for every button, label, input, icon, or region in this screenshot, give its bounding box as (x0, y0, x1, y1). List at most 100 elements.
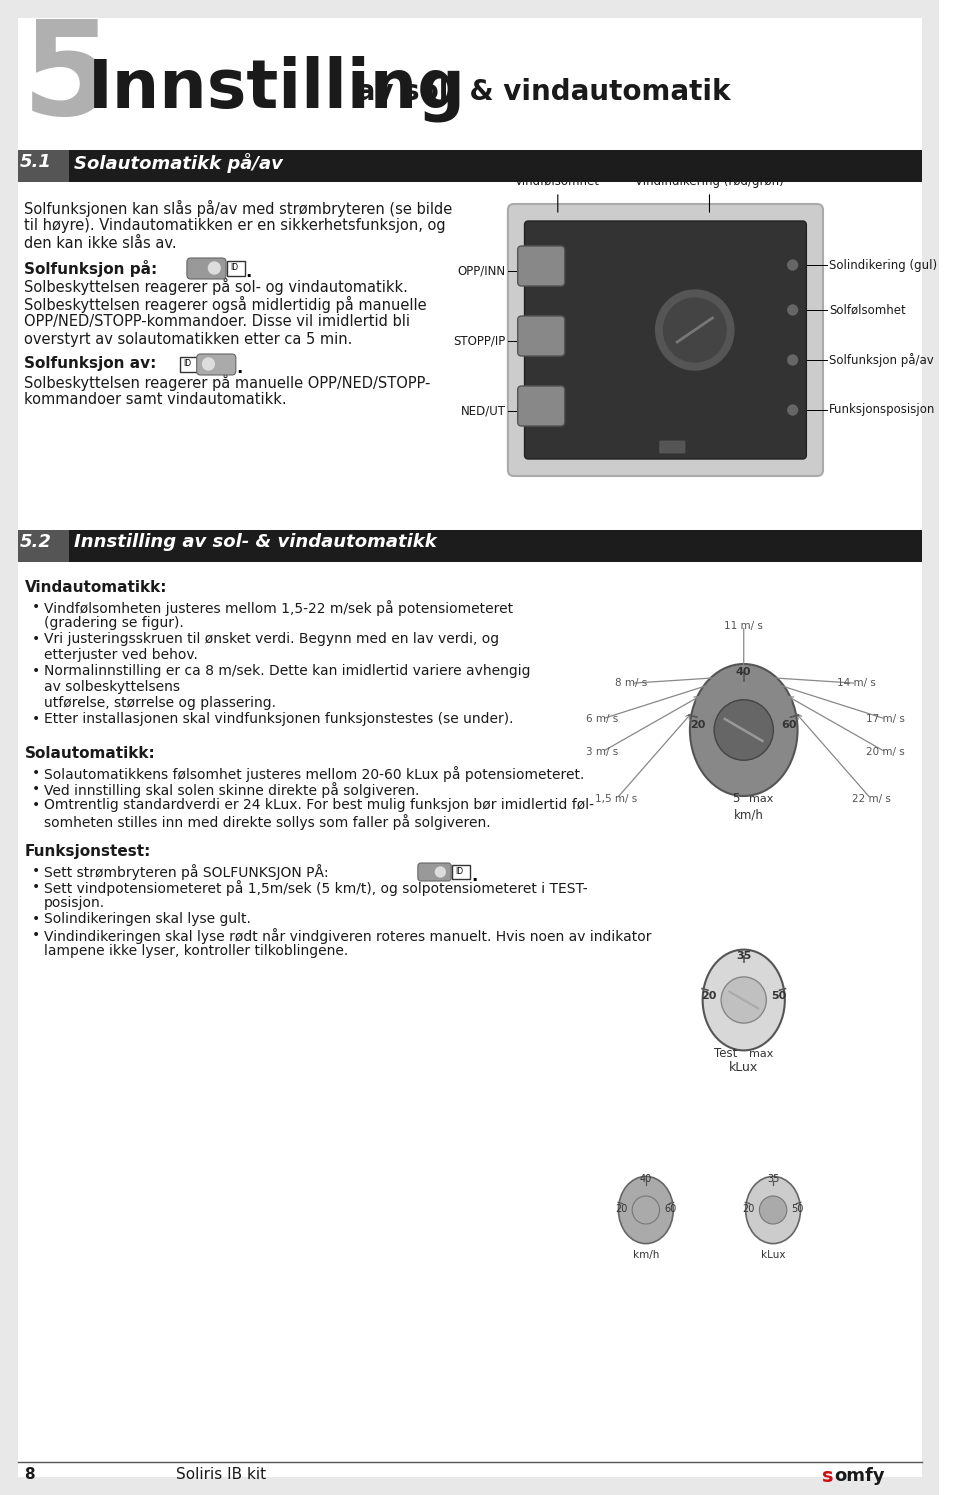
Circle shape (759, 1196, 787, 1224)
FancyBboxPatch shape (517, 386, 564, 426)
Text: 20: 20 (615, 1203, 628, 1214)
Circle shape (714, 700, 774, 761)
Text: Solautomatikk på/av: Solautomatikk på/av (74, 152, 283, 173)
Text: 5.2: 5.2 (19, 534, 52, 552)
FancyBboxPatch shape (17, 150, 68, 182)
Text: 20: 20 (690, 719, 706, 730)
FancyBboxPatch shape (17, 531, 68, 562)
Ellipse shape (703, 949, 785, 1051)
Text: .: . (236, 359, 242, 377)
Text: Innstilling: Innstilling (88, 55, 466, 121)
Text: NED/UT: NED/UT (461, 405, 506, 417)
Text: 22 m/ s: 22 m/ s (852, 794, 890, 804)
Text: Vindfølsomhet: Vindfølsomhet (516, 175, 600, 188)
Text: utførelse, størrelse og plassering.: utførelse, størrelse og plassering. (44, 697, 276, 710)
Text: 35: 35 (736, 951, 752, 961)
FancyBboxPatch shape (227, 262, 245, 277)
Text: til høyre). Vindautomatikken er en sikkerhetsfunksjon, og: til høyre). Vindautomatikken er en sikke… (24, 218, 446, 233)
FancyBboxPatch shape (517, 247, 564, 286)
Text: etterjuster ved behov.: etterjuster ved behov. (44, 647, 198, 662)
Ellipse shape (618, 1177, 673, 1244)
Polygon shape (17, 18, 922, 1461)
Text: 50: 50 (792, 1203, 804, 1214)
Text: av solbeskyttelsens: av solbeskyttelsens (44, 680, 180, 694)
FancyBboxPatch shape (197, 354, 236, 375)
FancyBboxPatch shape (17, 150, 922, 182)
Ellipse shape (746, 1177, 801, 1244)
Text: (gradering se figur).: (gradering se figur). (44, 616, 183, 629)
Circle shape (633, 1196, 660, 1224)
Text: Innstilling av sol- & vindautomatikk: Innstilling av sol- & vindautomatikk (74, 534, 437, 552)
Text: ID: ID (230, 263, 238, 272)
Text: Soliris IB kit: Soliris IB kit (176, 1467, 266, 1482)
Text: 60: 60 (664, 1203, 677, 1214)
Text: •: • (33, 632, 40, 646)
FancyBboxPatch shape (508, 203, 823, 475)
Text: 5: 5 (732, 792, 739, 806)
Circle shape (788, 305, 798, 315)
Text: s: s (822, 1467, 833, 1486)
Text: OPP/INN: OPP/INN (458, 265, 506, 278)
Text: Solindikering (gul): Solindikering (gul) (828, 259, 937, 272)
Text: •: • (33, 864, 40, 878)
Text: max: max (749, 1049, 774, 1058)
Text: Omtrentlig standardverdi er 24 kLux. For best mulig funksjon bør imidlertid føl-: Omtrentlig standardverdi er 24 kLux. For… (44, 798, 594, 812)
Text: Solbeskyttelsen reagerer på manuelle OPP/NED/STOPP-: Solbeskyttelsen reagerer på manuelle OPP… (24, 374, 431, 392)
Circle shape (656, 290, 734, 369)
Text: lampene ikke lyser, kontroller tilkoblingene.: lampene ikke lyser, kontroller tilkoblin… (44, 943, 348, 958)
Text: OPP/NED/STOPP-kommandoer. Disse vil imidlertid bli: OPP/NED/STOPP-kommandoer. Disse vil imid… (24, 314, 411, 329)
FancyBboxPatch shape (659, 440, 686, 454)
Text: 6 m/ s: 6 m/ s (586, 715, 618, 724)
Text: kLux: kLux (729, 1060, 758, 1073)
Text: 40: 40 (736, 667, 752, 677)
FancyBboxPatch shape (418, 863, 451, 881)
Text: Solfunksjonen kan slås på/av med strømbryteren (se bilde: Solfunksjonen kan slås på/av med strømbr… (24, 200, 453, 217)
FancyBboxPatch shape (180, 357, 198, 372)
Text: Vindautomatikk:: Vindautomatikk: (24, 580, 167, 595)
Text: max: max (749, 794, 774, 804)
Text: Solautomatikk:: Solautomatikk: (24, 746, 156, 761)
Text: ID: ID (183, 359, 191, 368)
Text: ID: ID (455, 867, 463, 876)
Text: Sett strømbryteren på SOLFUNKSJON PÅ:: Sett strømbryteren på SOLFUNKSJON PÅ: (44, 864, 328, 881)
Text: 8 m/ s: 8 m/ s (615, 679, 647, 688)
Text: •: • (33, 765, 40, 780)
Text: Solbeskyttelsen reagerer på sol- og vindautomatikk.: Solbeskyttelsen reagerer på sol- og vind… (24, 278, 408, 295)
Text: 50: 50 (771, 991, 786, 1000)
Text: 20: 20 (742, 1203, 755, 1214)
Text: Solbeskyttelsen reagerer også midlertidig på manuelle: Solbeskyttelsen reagerer også midlertidi… (24, 296, 427, 312)
Text: •: • (33, 881, 40, 894)
Text: STOPP/IP: STOPP/IP (454, 335, 506, 347)
FancyBboxPatch shape (524, 221, 806, 459)
Text: Vindindikering (rød/grøn): Vindindikering (rød/grøn) (636, 175, 784, 188)
FancyBboxPatch shape (452, 866, 469, 879)
Text: kommandoer samt vindautomatikk.: kommandoer samt vindautomatikk. (24, 392, 287, 407)
Text: Test: Test (714, 1048, 738, 1060)
Text: •: • (33, 798, 40, 812)
Text: km/h: km/h (733, 809, 763, 822)
Text: kLux: kLux (761, 1250, 785, 1260)
Ellipse shape (690, 664, 798, 795)
Text: Solautomatikkens følsomhet justeres mellom 20-60 kLux på potensiometeret.: Solautomatikkens følsomhet justeres mell… (44, 765, 585, 782)
FancyBboxPatch shape (517, 315, 564, 356)
Text: Funksjonstest:: Funksjonstest: (24, 845, 151, 860)
Text: den kan ikke slås av.: den kan ikke slås av. (24, 236, 177, 251)
Text: Vindindikeringen skal lyse rødt når vindgiveren roteres manuelt. Hvis noen av in: Vindindikeringen skal lyse rødt når vind… (44, 928, 652, 943)
Text: •: • (33, 664, 40, 679)
Circle shape (436, 867, 445, 878)
Text: Etter installasjonen skal vindfunksjonen funksjonstestes (se under).: Etter installasjonen skal vindfunksjonen… (44, 712, 514, 727)
Text: somheten stilles inn med direkte sollys som faller på solgiveren.: somheten stilles inn med direkte sollys … (44, 813, 491, 830)
Text: 17 m/ s: 17 m/ s (866, 715, 905, 724)
Text: Vindfølsomheten justeres mellom 1,5-22 m/sek på potensiometeret: Vindfølsomheten justeres mellom 1,5-22 m… (44, 599, 514, 616)
FancyBboxPatch shape (187, 259, 226, 280)
Text: .: . (246, 263, 252, 281)
Text: 5: 5 (21, 15, 113, 142)
Text: •: • (33, 782, 40, 795)
Text: 5.1: 5.1 (19, 152, 52, 170)
Text: 20 m/ s: 20 m/ s (866, 748, 905, 756)
Text: .: . (471, 867, 478, 885)
Circle shape (203, 357, 214, 369)
Text: 3 m/ s: 3 m/ s (586, 748, 618, 756)
Circle shape (788, 405, 798, 416)
Text: av sol- & vindautomatik: av sol- & vindautomatik (348, 78, 731, 106)
